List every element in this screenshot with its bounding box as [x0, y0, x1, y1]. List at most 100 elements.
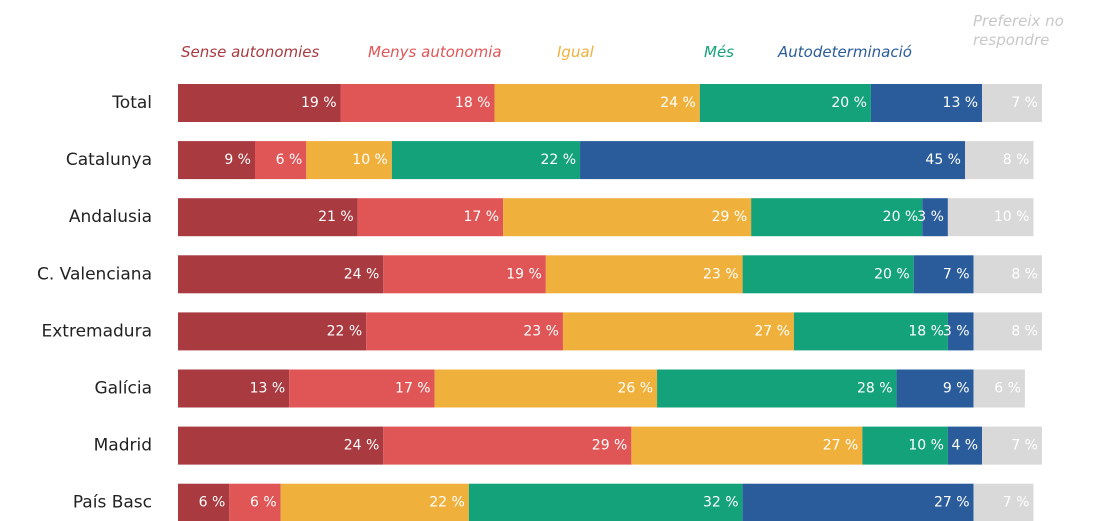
value-label: 4 % — [951, 438, 978, 454]
value-label: 27 % — [823, 438, 859, 454]
category-label: Total — [111, 93, 152, 113]
bar-segment — [973, 312, 1042, 351]
value-label: 8 % — [1003, 152, 1030, 168]
bar-segment — [178, 198, 358, 237]
value-label: 19 % — [506, 266, 542, 282]
bar-segment — [357, 198, 504, 237]
legend-entry: Sense autonomies — [181, 43, 320, 61]
value-label: 29 % — [712, 209, 748, 225]
value-label: 21 % — [318, 209, 354, 225]
bar-segment — [631, 426, 863, 465]
legend-entry: Igual — [557, 43, 594, 61]
bar-segment — [793, 312, 948, 351]
category-label: Galícia — [94, 379, 152, 399]
value-label: 26 % — [617, 381, 653, 397]
bar-segment — [742, 483, 974, 521]
bar-segment — [947, 426, 983, 465]
bar-segment — [468, 483, 743, 521]
bar-segment — [503, 198, 752, 237]
value-label: 24 % — [344, 438, 380, 454]
bar-segment — [280, 483, 469, 521]
value-label: 6 % — [250, 495, 277, 511]
value-label: 7 % — [943, 266, 970, 282]
value-label: 13 % — [943, 95, 979, 111]
bar-segment — [340, 84, 495, 122]
bar-segment — [982, 426, 1042, 465]
value-label: 6 % — [994, 381, 1021, 397]
value-label: 7 % — [1011, 438, 1038, 454]
bar-segment — [562, 312, 794, 351]
bar-segment — [922, 198, 948, 237]
category-label: Madrid — [94, 436, 152, 456]
value-label: 18 % — [908, 323, 944, 339]
bar-segment — [178, 483, 230, 521]
bar-segment — [947, 312, 974, 351]
bar-segment — [391, 141, 581, 180]
value-label: 9 % — [943, 381, 970, 397]
value-label: 22 % — [540, 152, 576, 168]
bar-segment — [862, 426, 948, 465]
bar-segment — [178, 312, 367, 351]
bar-segment — [178, 141, 255, 180]
bar-segment — [289, 369, 435, 408]
category-label: Catalunya — [66, 150, 152, 170]
value-label: 27 % — [934, 495, 970, 511]
legend-entry: Més — [704, 43, 734, 61]
value-label: 7 % — [1011, 95, 1038, 111]
value-label: 8 % — [1011, 266, 1038, 282]
value-label: 20 % — [831, 95, 867, 111]
bar-segment — [383, 426, 632, 465]
value-label: 45 % — [925, 152, 961, 168]
value-label: 27 % — [754, 323, 790, 339]
value-label: 8 % — [1011, 323, 1038, 339]
bar-segment — [742, 255, 914, 294]
bar-segment — [178, 369, 290, 408]
bar-segment — [896, 369, 974, 408]
bar-segment — [699, 84, 871, 122]
value-label: 24 % — [660, 95, 696, 111]
bar-segment — [965, 141, 1034, 180]
value-label: 29 % — [592, 438, 628, 454]
value-label: 17 % — [463, 209, 499, 225]
bar-segment — [178, 426, 384, 465]
bar-segment — [580, 141, 966, 180]
value-label: 22 % — [429, 495, 465, 511]
legend-entry: Menys autonomia — [368, 43, 502, 61]
value-label: 24 % — [344, 266, 380, 282]
value-label: 18 % — [455, 95, 491, 111]
bar-segment — [913, 255, 974, 294]
category-label: C. Valenciana — [37, 264, 152, 284]
legend-entry: Autodeterminació — [778, 43, 912, 61]
value-label: 13 % — [250, 381, 286, 397]
value-label: 9 % — [224, 152, 251, 168]
bar-segment — [434, 369, 658, 408]
bar-segment — [178, 84, 341, 122]
value-label: 23 % — [523, 323, 559, 339]
bar-segment — [982, 84, 1042, 122]
bar-segment — [254, 141, 307, 180]
bar-segment — [870, 84, 983, 122]
legend-entry: Prefereix no respondre — [973, 12, 1064, 49]
bar-segment — [947, 198, 1034, 237]
value-label: 6 % — [199, 495, 226, 511]
category-label: País Basc — [73, 493, 152, 513]
category-label: Andalusia — [69, 207, 152, 227]
value-label: 10 % — [908, 438, 944, 454]
value-label: 23 % — [703, 266, 739, 282]
bar-segment — [494, 84, 700, 122]
bar-segment — [229, 483, 281, 521]
value-label: 10 % — [994, 209, 1030, 225]
value-label: 3 % — [917, 209, 944, 225]
value-label: 28 % — [857, 381, 893, 397]
bar-segment — [178, 255, 384, 294]
value-label: 17 % — [395, 381, 431, 397]
bar-segment — [306, 141, 392, 180]
value-label: 20 % — [874, 266, 910, 282]
bar-segment — [383, 255, 546, 294]
value-label: 20 % — [883, 209, 919, 225]
value-label: 3 % — [943, 323, 970, 339]
value-label: 32 % — [703, 495, 739, 511]
value-label: 6 % — [276, 152, 303, 168]
